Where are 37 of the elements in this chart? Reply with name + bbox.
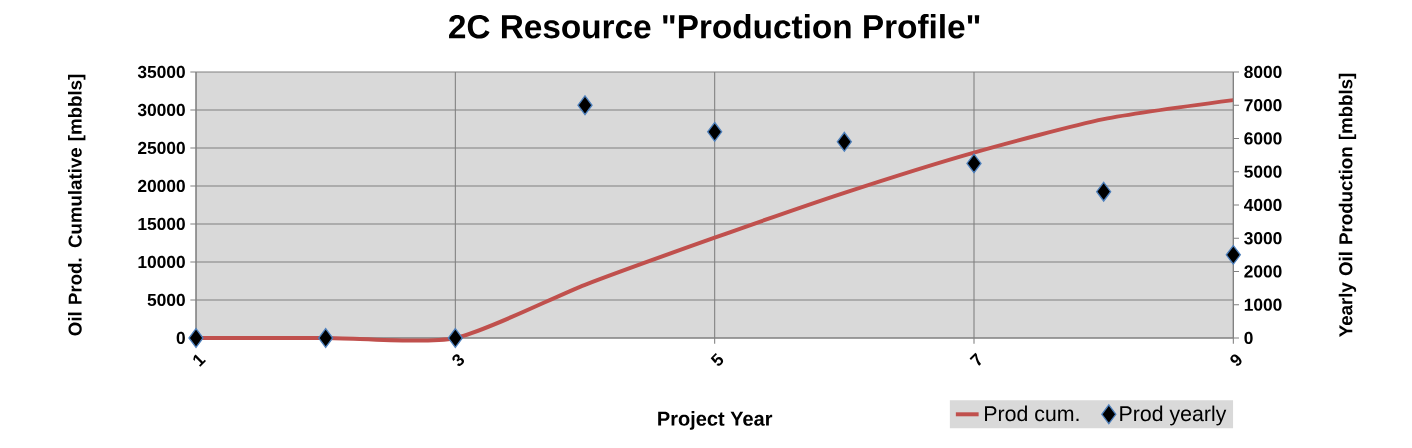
point: [447, 327, 464, 348]
x-tick-label: 9: [1230, 354, 1242, 366]
y2-tick-label: 1000: [1244, 298, 1282, 311]
y-tick-label: 15000: [138, 217, 185, 231]
y2-axis-title: Yearly Oil Production [mbbls]: [1338, 73, 1357, 337]
y-tick-label: 35000: [137, 65, 185, 79]
y-tick-label: 10000: [138, 255, 185, 269]
point: [318, 327, 334, 348]
point: [966, 153, 982, 174]
point: [1225, 244, 1241, 265]
y2-tick-label: 7000: [1244, 99, 1282, 112]
y2-tick-label: 0: [1244, 331, 1253, 345]
y-axis-title: Oil Prod. Cumulative [mbbls]: [68, 74, 86, 336]
x-tick-label: 1: [193, 354, 206, 367]
chart-title: 2C Resource "Production Profile": [449, 14, 980, 39]
y-tick-label: 20000: [138, 179, 185, 193]
y2-tick-label: 4000: [1244, 198, 1282, 212]
y2-tick-label: 8000: [1244, 65, 1282, 79]
y2-tick-label: 3000: [1244, 232, 1282, 245]
x-tick-label: 5: [710, 353, 724, 366]
y-tick-label: 0: [176, 331, 185, 345]
point: [707, 121, 723, 142]
x-axis-title: Project Year: [658, 411, 773, 430]
y-tick-label: 5000: [147, 293, 185, 307]
y2-tick-label: 5000: [1244, 165, 1282, 178]
point: [577, 95, 593, 116]
legend-label: Prod yearly: [1120, 405, 1227, 426]
point: [188, 327, 204, 348]
y-tick-label: 25000: [138, 141, 185, 155]
point: [836, 131, 853, 152]
x-tick-label: 3: [452, 354, 465, 366]
y-tick-label: 30000: [137, 103, 185, 117]
point: [1095, 181, 1112, 202]
x-tick-label: 7: [969, 352, 982, 366]
y2-tick-label: 2000: [1244, 265, 1282, 278]
y2-tick-label: 6000: [1244, 132, 1282, 145]
legend-label: Prod cum.: [985, 405, 1079, 422]
